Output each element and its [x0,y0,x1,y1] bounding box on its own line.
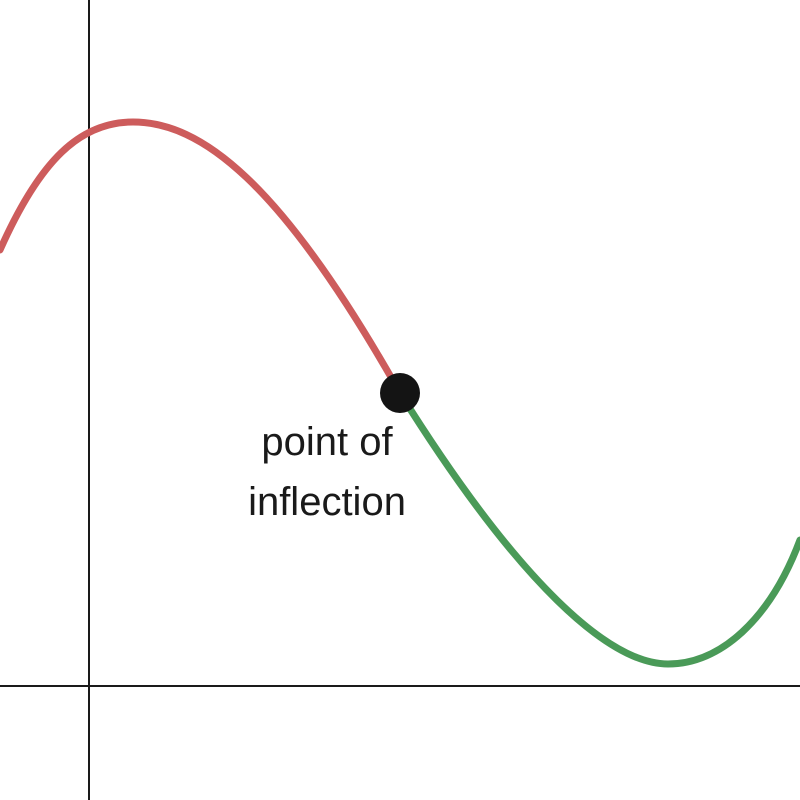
concave-up-curve [396,389,800,668]
inflection-point-marker [380,373,420,413]
annotation-line-2: inflection [248,480,406,524]
concave-down-curve [0,118,404,397]
annotation-line-1: point of [261,420,393,464]
